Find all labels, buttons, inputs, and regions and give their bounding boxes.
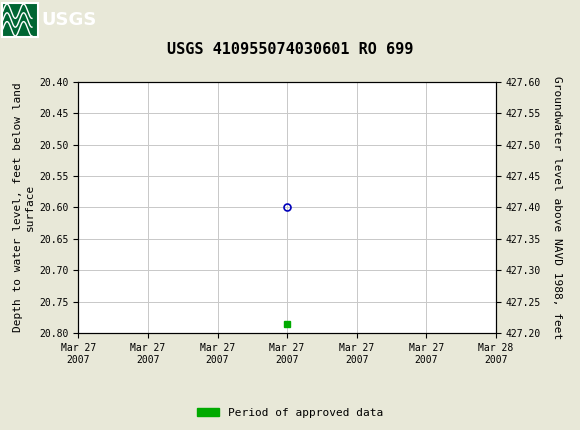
- Bar: [2, 3, 38, 37]
- Legend: Period of approved data: Period of approved data: [193, 403, 387, 422]
- Bar: [2, 3, 38, 37]
- Text: USGS 410955074030601 RO 699: USGS 410955074030601 RO 699: [167, 42, 413, 57]
- Text: USGS: USGS: [42, 11, 97, 29]
- Y-axis label: Depth to water level, feet below land
surface: Depth to water level, feet below land su…: [13, 83, 35, 332]
- Y-axis label: Groundwater level above NAVD 1988, feet: Groundwater level above NAVD 1988, feet: [552, 76, 562, 339]
